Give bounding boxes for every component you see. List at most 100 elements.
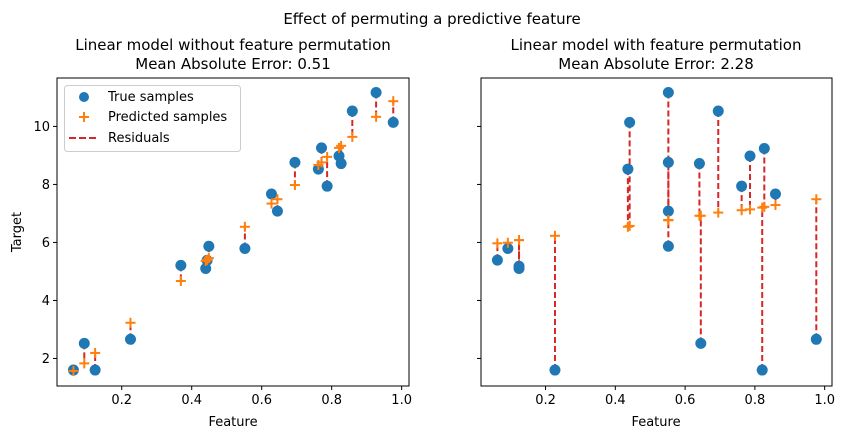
- true-sample-point: [758, 142, 770, 154]
- x-tick-label: 0.2: [111, 393, 132, 408]
- axes-frame-0: [56, 77, 410, 387]
- legend: True samples Predicted samples Residuals: [64, 85, 241, 152]
- predicted-sample-point: [79, 358, 90, 369]
- true-sample-point: [203, 240, 215, 252]
- y-tick-label: 10: [33, 120, 50, 135]
- panel-left: Linear model without feature permutation…: [10, 36, 391, 430]
- predicted-sample-point: [125, 317, 136, 328]
- true-sample-point: [271, 205, 283, 217]
- x-tick-label: 1.0: [391, 393, 412, 408]
- predicted-sample-point: [239, 221, 250, 232]
- predicted-sample-point: [90, 347, 101, 358]
- predicted-sample-point: [736, 205, 747, 216]
- true-sample-point: [549, 364, 561, 376]
- plot-area-0: [67, 87, 399, 376]
- true-sample-point: [769, 188, 781, 200]
- true-sample-point: [200, 263, 212, 275]
- predicted-sample-point: [289, 180, 300, 191]
- predicted-sample-point: [502, 237, 513, 248]
- true-sample-point: [491, 254, 503, 266]
- panel-left-title: Linear model without feature permutation: [75, 36, 391, 54]
- predicted-sample-point: [713, 207, 724, 218]
- predicted-sample-point: [695, 210, 706, 221]
- predicted-sample-point: [316, 157, 327, 168]
- predicted-sample-point: [371, 111, 382, 122]
- panel-right-subtitle: Mean Absolute Error: 2.28: [558, 55, 753, 73]
- predicted-sample-point: [68, 365, 79, 376]
- true-sample-point: [693, 158, 705, 170]
- suptitle: Effect of permuting a predictive feature: [283, 10, 580, 28]
- panel-right: Linear model with feature permutation Me…: [511, 36, 802, 430]
- predicted-sample-point: [336, 140, 347, 151]
- predicted-sample-point: [202, 254, 213, 265]
- predicted-sample-point: [624, 220, 635, 231]
- true-sample-point: [321, 180, 333, 192]
- true-sample-point: [756, 364, 768, 376]
- panel-left-subtitle: Mean Absolute Error: 0.51: [135, 55, 330, 73]
- legend-predicted-marker: [79, 112, 89, 122]
- predicted-sample-point: [347, 131, 358, 142]
- true-sample-point: [387, 116, 399, 128]
- true-sample-point: [712, 105, 724, 117]
- predicted-sample-point: [175, 276, 186, 287]
- x-tick-label: 0.8: [321, 393, 342, 408]
- true-sample-point: [513, 263, 525, 275]
- true-sample-point: [124, 333, 136, 345]
- y-tick-label: 6: [42, 236, 50, 251]
- predicted-sample-point: [770, 200, 781, 211]
- predicted-sample-point: [203, 253, 214, 264]
- true-sample-point: [736, 180, 748, 192]
- true-sample-point: [89, 364, 101, 376]
- legend-true-label: True samples: [107, 90, 194, 105]
- true-sample-point: [239, 243, 251, 255]
- legend-true-marker: [79, 92, 89, 102]
- true-sample-point: [316, 142, 328, 154]
- panel-right-xlabel: Feature: [631, 415, 680, 430]
- true-sample-point: [810, 333, 822, 345]
- panel-left-xlabel: Feature: [208, 415, 257, 430]
- x-tick-label: 0.6: [251, 393, 272, 408]
- y-tick-label: 8: [42, 178, 50, 193]
- x-tick-label: 0.8: [745, 393, 766, 408]
- x-tick-label: 0.4: [181, 393, 202, 408]
- true-sample-point: [175, 259, 187, 271]
- predicted-sample-point: [272, 194, 283, 205]
- true-sample-point: [346, 105, 358, 117]
- plot-area-1: [491, 87, 822, 376]
- predicted-sample-point: [492, 238, 503, 249]
- true-sample-point: [78, 337, 90, 349]
- true-sample-point: [662, 240, 674, 252]
- legend-residual-label: Residuals: [108, 131, 170, 146]
- true-sample-point: [502, 243, 514, 255]
- predicted-sample-point: [759, 201, 770, 212]
- true-sample-point: [662, 156, 674, 168]
- panel-right-title: Linear model with feature permutation: [511, 36, 802, 54]
- true-sample-point: [370, 87, 382, 99]
- true-sample-point: [624, 116, 636, 128]
- panel-left-ylabel: Target: [10, 212, 25, 253]
- predicted-sample-point: [334, 142, 345, 153]
- axes-frame-1: [480, 77, 833, 387]
- true-sample-point: [662, 205, 674, 217]
- predicted-sample-point: [745, 204, 756, 215]
- true-sample-point: [335, 158, 347, 170]
- true-sample-point: [622, 163, 634, 175]
- true-sample-point: [265, 188, 277, 200]
- predicted-sample-point: [549, 230, 560, 241]
- predicted-sample-point: [388, 96, 399, 107]
- x-tick-label: 0.6: [675, 393, 696, 408]
- legend-predicted-label: Predicted samples: [108, 110, 227, 125]
- x-tick-label: 1.0: [814, 393, 835, 408]
- x-tick-label: 0.2: [535, 393, 556, 408]
- predicted-sample-point: [266, 198, 277, 209]
- predicted-sample-point: [514, 235, 525, 246]
- y-tick-label: 2: [42, 352, 50, 367]
- x-tick-label: 0.4: [605, 393, 626, 408]
- true-sample-point: [744, 150, 756, 162]
- predicted-sample-point: [663, 215, 674, 226]
- true-sample-point: [662, 87, 674, 99]
- true-sample-point: [695, 337, 707, 349]
- predicted-sample-point: [322, 151, 333, 162]
- predicted-sample-point: [811, 194, 822, 205]
